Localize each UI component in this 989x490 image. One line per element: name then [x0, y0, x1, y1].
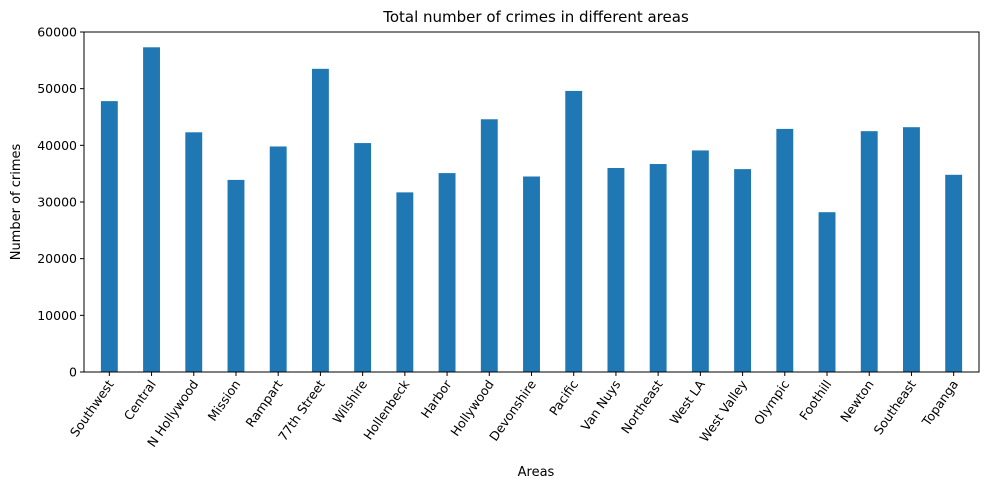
y-tick-label: 20000 — [37, 251, 77, 266]
chart-title: Total number of crimes in different area… — [382, 8, 689, 26]
y-tick-label: 0 — [69, 365, 77, 380]
bar-central — [143, 47, 160, 373]
x-tick-label: Newton — [837, 377, 877, 425]
bar-northeast — [649, 164, 667, 372]
y-tick-label: 30000 — [37, 195, 77, 210]
x-tick-label: Harbor — [418, 376, 455, 420]
x-tick-label: Central — [121, 377, 159, 423]
x-axis-label: Areas — [518, 465, 555, 480]
bar-77th-street — [311, 68, 329, 372]
bar-wilshire — [354, 143, 372, 372]
bar-n-hollywood — [185, 132, 203, 372]
bar-topanga — [945, 174, 963, 372]
y-axis-label: Number of crimes — [9, 143, 24, 260]
bar-southwest — [100, 101, 118, 372]
y-tick-label: 60000 — [37, 25, 77, 40]
bar-hollywood — [480, 119, 498, 373]
bar-west-la — [691, 150, 709, 372]
y-tick-label: 50000 — [37, 81, 77, 96]
x-tick-label: Van Nuys — [578, 377, 624, 433]
bar-olympic — [776, 128, 794, 372]
bar-devonshire — [523, 176, 540, 372]
x-tick-label: Olympic — [751, 377, 793, 428]
plot-area: 0 10000 20000 30000 40000 50000 60000 Southwest… — [37, 25, 980, 450]
y-tick-label: 40000 — [37, 138, 77, 153]
x-tick-label: Topanga — [918, 377, 961, 429]
x-tick-label: Northeast — [618, 377, 666, 436]
x-tick-label: Rampart — [242, 377, 285, 430]
x-tick-label: Southeast — [870, 377, 919, 437]
bar-rampart — [269, 146, 287, 372]
bar-mission — [227, 179, 245, 372]
x-tick-label: West LA — [667, 377, 709, 427]
bar-harbor — [438, 173, 456, 372]
bar-pacific — [565, 90, 583, 373]
y-tick-label: 10000 — [37, 308, 77, 323]
bar-southeast — [903, 127, 920, 372]
bar-hollenbeck — [396, 192, 414, 372]
bar-west-valley — [734, 169, 752, 372]
bar-foothill — [818, 212, 836, 372]
x-tick-label: Foothill — [796, 377, 834, 423]
x-tick-label: Pacific — [546, 377, 581, 418]
x-tick-label: Mission — [205, 377, 244, 424]
x-tick-label: Wilshire — [329, 377, 370, 426]
x-tick-label: Southwest — [67, 377, 117, 439]
bar-newton — [860, 131, 878, 372]
bar-van-nuys — [607, 168, 625, 372]
